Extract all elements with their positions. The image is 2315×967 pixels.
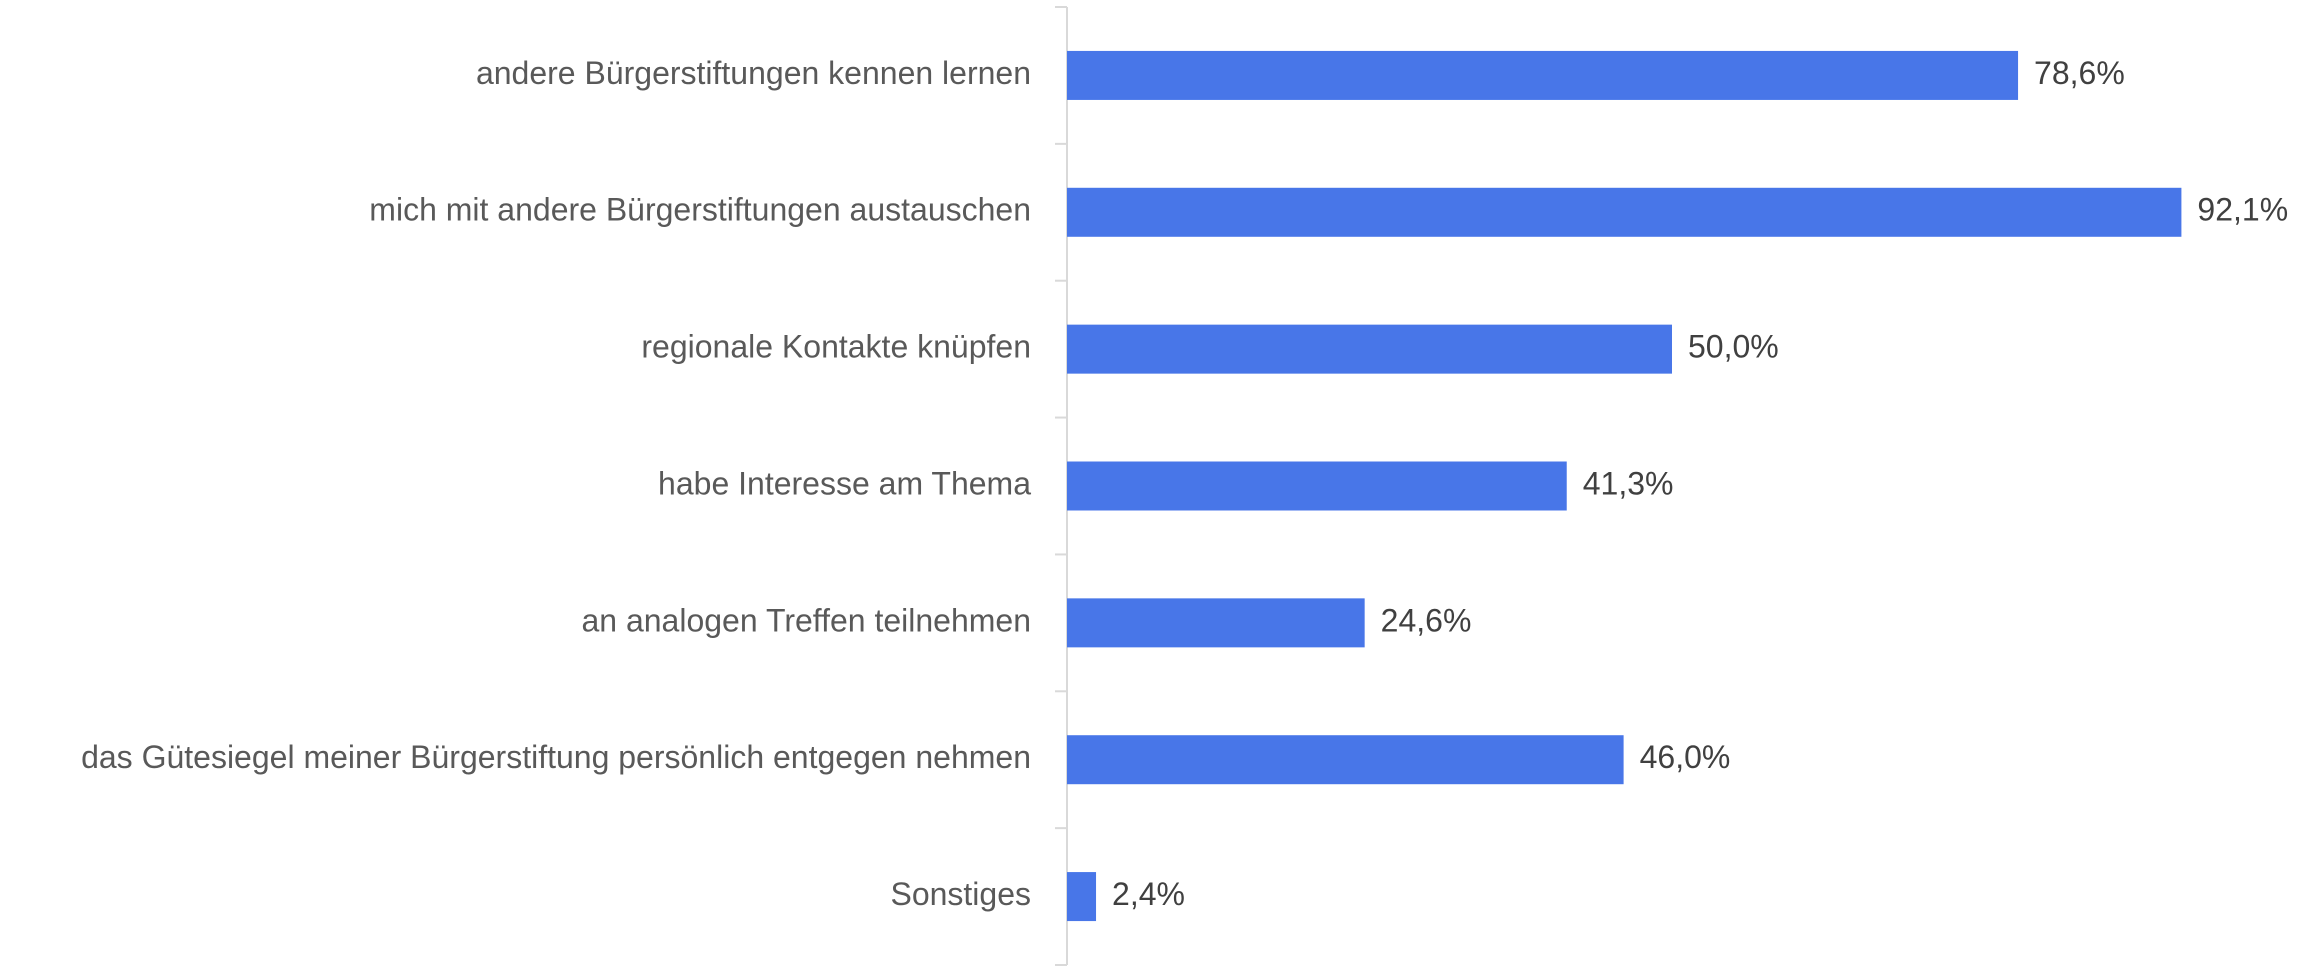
- bar: [1067, 187, 2182, 237]
- value-label: 24,6%: [1381, 602, 1472, 638]
- category-label: regionale Kontakte knüpfen: [641, 329, 1031, 365]
- bar: [1067, 324, 1672, 374]
- value-label: 46,0%: [1640, 739, 1731, 775]
- category-label: habe Interesse am Thema: [658, 465, 1031, 501]
- value-label: 2,4%: [1112, 876, 1185, 912]
- value-label: 92,1%: [2197, 192, 2288, 228]
- category-label: an analogen Treffen teilnehmen: [581, 602, 1031, 638]
- bar: [1067, 735, 1624, 785]
- category-label: das Gütesiegel meiner Bürgerstiftung per…: [81, 739, 1031, 775]
- value-label: 41,3%: [1583, 465, 1674, 501]
- value-label: 50,0%: [1688, 329, 1779, 365]
- value-label: 78,6%: [2034, 55, 2125, 91]
- category-label: mich mit andere Bürgerstiftungen austaus…: [369, 192, 1031, 228]
- bar: [1067, 50, 2019, 100]
- category-label: Sonstiges: [890, 876, 1031, 912]
- bar: [1067, 872, 1097, 922]
- bar: [1067, 461, 1567, 511]
- bar: [1067, 598, 1365, 648]
- category-label: andere Bürgerstiftungen kennen lernen: [476, 55, 1031, 91]
